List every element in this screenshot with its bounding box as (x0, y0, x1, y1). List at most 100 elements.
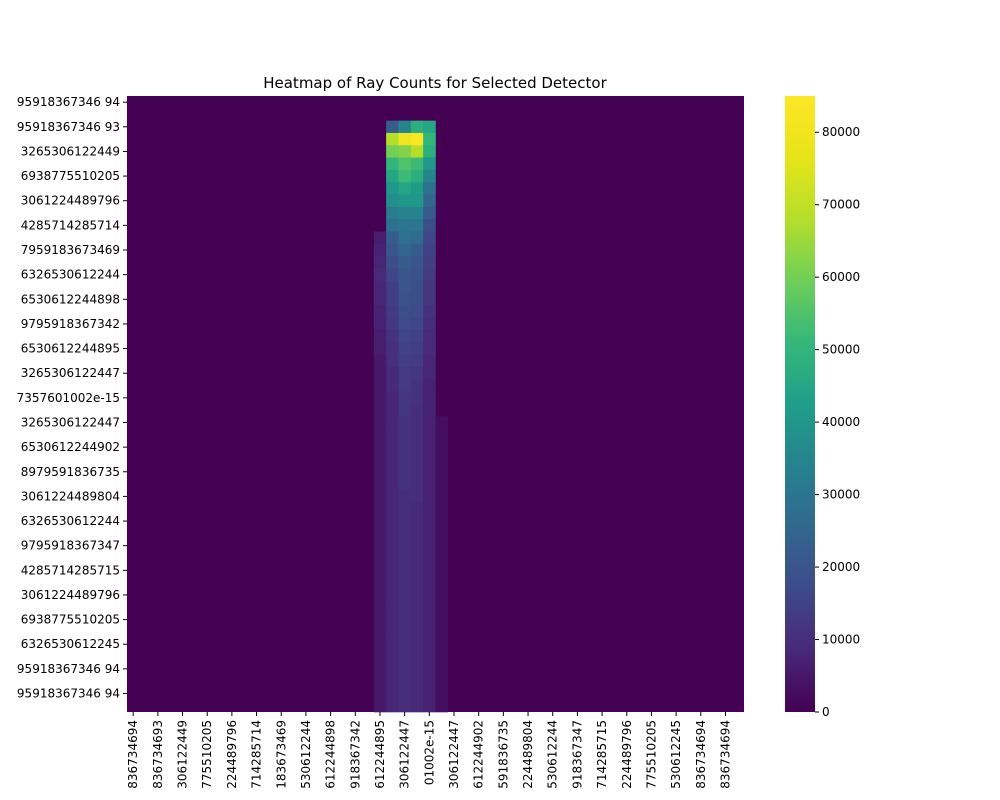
heatmap-cell (435, 650, 449, 664)
heatmap-cell (386, 539, 399, 553)
heatmap-cell (410, 453, 424, 466)
heatmap-cell (386, 564, 399, 577)
heatmap-cell (373, 613, 387, 627)
heatmap-cell (398, 182, 412, 195)
heatmap-cell (423, 527, 436, 540)
heatmap-cell (398, 243, 412, 257)
heatmap-cell (423, 490, 436, 503)
heatmap-cell (435, 638, 449, 651)
heatmap-cell (423, 243, 436, 257)
heatmap-cell (373, 502, 387, 516)
heatmap-cell (398, 268, 412, 282)
heatmap-cell (373, 305, 387, 319)
heatmap-cell (410, 132, 424, 146)
heatmap-cell (386, 256, 399, 269)
heatmap-cell (373, 638, 387, 651)
x-tick-label: 836734693 (151, 720, 165, 789)
heatmap-cell (386, 206, 399, 220)
y-tick-label: 3061224489796 (21, 194, 120, 208)
heatmap-cell (435, 601, 449, 614)
heatmap-cell (373, 699, 387, 713)
heatmap-cell (398, 145, 412, 158)
heatmap-cell (398, 219, 412, 232)
heatmap-cell (373, 551, 387, 565)
heatmap-cell (398, 650, 412, 664)
heatmap-cell (386, 477, 399, 491)
colorbar-tick-label: 80000 (822, 125, 860, 139)
heatmap-cell (373, 687, 387, 700)
x-tick-label: 224489804 (521, 720, 535, 789)
x-tick-label: 306122447 (447, 720, 461, 789)
heatmap-cell (423, 342, 436, 356)
heatmap-cell (423, 428, 436, 442)
heatmap-cell (398, 465, 412, 479)
heatmap-cell (373, 675, 387, 688)
heatmap-cell (435, 465, 449, 479)
heatmap-cell (386, 625, 399, 639)
heatmap-cell (410, 440, 424, 454)
heatmap-cell (410, 601, 424, 614)
heatmap-cell (423, 120, 436, 134)
x-tick-label: 836734694 (694, 720, 708, 789)
heatmap-cell (423, 145, 436, 158)
heatmap-cell (373, 527, 387, 540)
x-tick-label: 836734694 (718, 720, 732, 789)
heatmap-cell (373, 428, 387, 442)
x-tick-label: 183673469 (274, 720, 288, 789)
heatmap-cell (373, 576, 387, 590)
heatmap-cell (435, 514, 449, 528)
heatmap-cell (373, 243, 387, 257)
heatmap-cell (423, 601, 436, 614)
heatmap-cell (410, 514, 424, 528)
heatmap-cell (410, 330, 424, 343)
heatmap-cell (410, 169, 424, 183)
heatmap-cell (410, 379, 424, 392)
colorbar-tick-label: 10000 (822, 633, 860, 647)
heatmap-cell (423, 551, 436, 565)
y-tick-label: 3265306122447 (21, 415, 120, 429)
y-tick-label: 6938775510205 (21, 613, 120, 627)
heatmap-cell (410, 638, 424, 651)
heatmap-cell (373, 465, 387, 479)
heatmap-cells (127, 96, 744, 713)
y-tick-label: 9795918367347 (21, 539, 120, 553)
heatmap-cell (386, 551, 399, 565)
heatmap-cell (386, 613, 399, 627)
heatmap-cell (373, 293, 387, 306)
heatmap-cell (410, 502, 424, 516)
colorbar-tick-label: 70000 (822, 198, 860, 212)
heatmap-cell (410, 145, 424, 158)
heatmap-cell (398, 490, 412, 503)
heatmap-cell (423, 354, 436, 368)
heatmap-cell (435, 613, 449, 627)
heatmap-cell (423, 256, 436, 269)
heatmap-cell (373, 564, 387, 577)
heatmap-cell (386, 502, 399, 516)
heatmap-cell (386, 465, 399, 479)
heatmap-cell (373, 539, 387, 553)
heatmap-cell (386, 342, 399, 356)
heatmap-cell (410, 588, 424, 602)
heatmap-cell (386, 576, 399, 590)
y-tick-label: 95918367346 93 (17, 120, 120, 134)
y-tick-label: 3061224489796 (21, 588, 120, 602)
heatmap-cell (410, 539, 424, 553)
heatmap-cell (410, 613, 424, 627)
heatmap-cell (373, 601, 387, 614)
heatmap-cell (386, 699, 399, 713)
heatmap-cell (398, 367, 412, 380)
y-tick-label: 4285714285714 (21, 218, 120, 232)
heatmap-cell (423, 206, 436, 220)
heatmap-cell (410, 465, 424, 479)
heatmap-cell (398, 317, 412, 331)
heatmap-cell (410, 120, 424, 134)
heatmap-cell (386, 194, 399, 208)
heatmap-cell (423, 613, 436, 627)
heatmap-cell (398, 514, 412, 528)
heatmap-cell (398, 527, 412, 540)
heatmap-cell (398, 428, 412, 442)
heatmap-cell (410, 675, 424, 688)
y-tick-label: 3265306122449 (21, 144, 120, 158)
heatmap-cell (435, 625, 449, 639)
